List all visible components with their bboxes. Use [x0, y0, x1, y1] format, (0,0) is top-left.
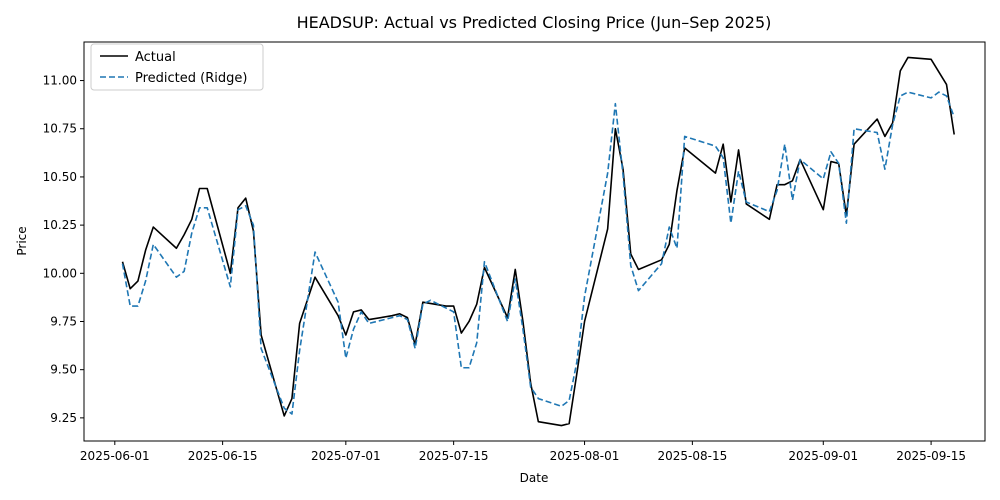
x-tick-label: 2025-09-01 — [788, 449, 858, 463]
legend-frame — [90, 43, 264, 91]
y-tick-label: 11.00 — [43, 74, 77, 88]
y-tick-label: 10.00 — [43, 266, 77, 280]
legend-entry-actual: Actual — [135, 50, 176, 65]
y-axis-label: Price — [15, 226, 29, 255]
x-tick-label: 2025-09-15 — [896, 449, 966, 463]
series-layer — [121, 56, 955, 427]
x-tick-label: 2025-06-15 — [188, 449, 258, 463]
x-tick-label: 2025-06-01 — [80, 449, 150, 463]
x-tick-label: 2025-07-15 — [419, 449, 489, 463]
legend-entry-predicted: Predicted (Ridge) — [135, 71, 247, 86]
legend: Actual Predicted (Ridge) — [90, 43, 264, 91]
x-tick-label: 2025-08-15 — [657, 449, 727, 463]
plot-area — [83, 41, 986, 442]
x-tick-label: 2025-07-01 — [311, 449, 381, 463]
y-axis: 9.25 9.50 9.75 10.00 10.25 10.50 10.75 11.00 — [43, 74, 84, 425]
series-line-actual — [121, 56, 955, 427]
x-tick-label: 2025-08-01 — [550, 449, 620, 463]
x-axis-label: Date — [520, 471, 549, 485]
y-tick-label: 9.50 — [50, 363, 77, 377]
x-axis: 2025-06-01 2025-06-15 2025-07-01 2025-07-15… — [80, 441, 966, 463]
y-tick-label: 9.75 — [50, 314, 77, 328]
y-tick-label: 9.25 — [50, 411, 77, 425]
y-tick-label: 10.50 — [43, 170, 77, 184]
chart-title: HEADSUP: Actual vs Predicted Closing Pri… — [297, 13, 772, 32]
plot-frame — [83, 41, 986, 442]
y-tick-label: 10.25 — [43, 218, 77, 232]
series-line-predicted — [121, 91, 955, 415]
y-tick-label: 10.75 — [43, 122, 77, 136]
